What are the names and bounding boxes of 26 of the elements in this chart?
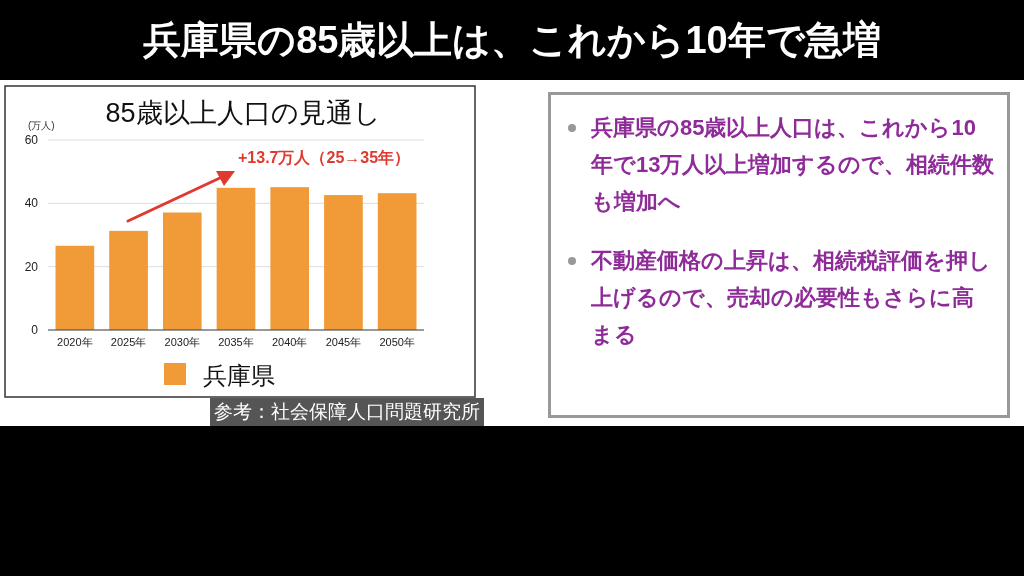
bar	[109, 230, 148, 330]
x-tick-label: 2020年	[57, 336, 93, 348]
bar	[270, 187, 310, 330]
chart-subtitle: 85歳以上人口の見通し	[105, 98, 381, 128]
text: 不動産価格の上昇は、相続税評価を押し上げるので、売却の必要性もさらに高まる	[591, 247, 992, 349]
bar	[324, 195, 363, 330]
bar	[55, 245, 95, 330]
x-tick-label: 2035年	[218, 336, 254, 348]
x-tick-label: 2025年	[110, 336, 147, 348]
y-tick-label: 60	[24, 133, 39, 147]
text: 兵庫県の85歳以上人口は、これから10年で13万人以上増加するので、相続件数も増加へ	[591, 114, 996, 216]
x-tick-label: 2050年	[379, 336, 415, 348]
annotation: +13.7万人（25→35年）	[238, 149, 411, 167]
y-tick-label: 40	[24, 196, 39, 211]
x-tick-label: 2030年	[164, 336, 201, 348]
y-tick-label: 0	[31, 323, 39, 337]
text: 参考：社会保障人口問題研究所	[210, 398, 484, 426]
text: 兵庫県の85歳以上は、これから10年で急増	[142, 18, 882, 63]
bar	[377, 193, 417, 330]
legend-label: 兵庫県	[203, 362, 275, 389]
x-tick-label: 2045年	[325, 336, 362, 348]
x-tick-label: 2040年	[271, 336, 308, 348]
y-axis-title: (万人)	[28, 120, 55, 131]
bar	[162, 212, 202, 330]
bar	[216, 187, 256, 330]
y-tick-label: 20	[24, 259, 39, 274]
